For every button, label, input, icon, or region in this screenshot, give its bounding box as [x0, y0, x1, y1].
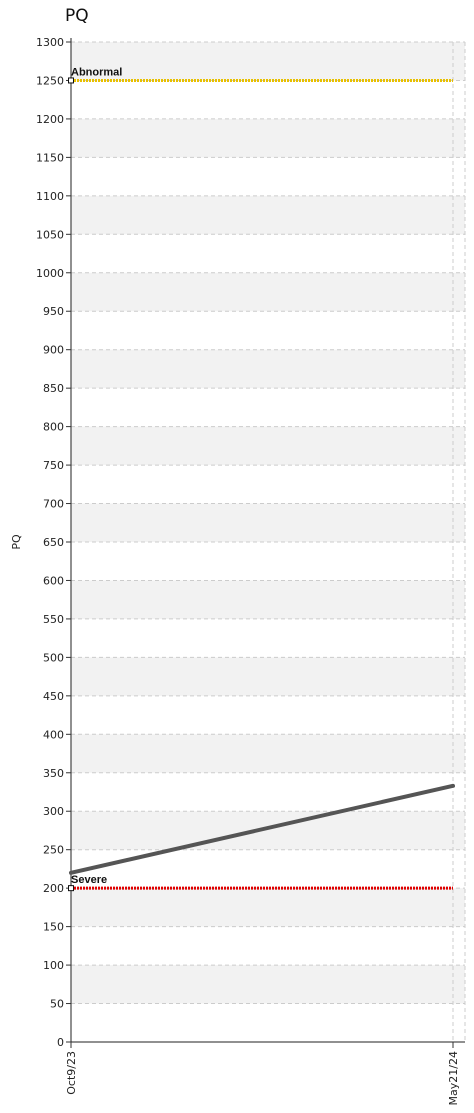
y-tick-label: 1200 — [36, 113, 64, 126]
background-bands — [71, 42, 465, 1004]
y-tick-label: 1150 — [36, 151, 64, 164]
shaded-band — [71, 503, 465, 542]
y-tick-label: 550 — [43, 613, 64, 626]
y-tick-label: 100 — [43, 959, 64, 972]
y-tick-label: 650 — [43, 536, 64, 549]
y-ticks: 0 50 100 150 200 250 300 350 400 450 500 550 600 650 7… — [36, 36, 71, 1049]
y-tick-label: 250 — [43, 844, 64, 857]
reference-marker — [68, 885, 74, 892]
y-tick-label: 0 — [57, 1036, 64, 1049]
y-tick-label: 900 — [43, 344, 64, 357]
reference-label: Severe — [71, 874, 107, 886]
shaded-band — [71, 888, 465, 927]
y-tick-label: 450 — [43, 690, 64, 703]
shaded-band — [71, 195, 465, 235]
shaded-band — [71, 965, 465, 1004]
x-tick-label: May21/24 — [447, 1051, 460, 1105]
y-tick-label: 50 — [50, 998, 64, 1011]
shaded-band — [71, 349, 465, 389]
y-tick-label: 400 — [43, 728, 64, 741]
reference-marker — [68, 77, 74, 84]
y-tick-label: 1250 — [36, 74, 64, 87]
y-tick-label: 350 — [43, 767, 64, 780]
series-lines — [69, 783, 455, 875]
x-tick-label: Oct9/23 — [65, 1051, 78, 1095]
reference-lines: Abnormal Severe — [68, 66, 453, 892]
shaded-band — [71, 580, 465, 619]
y-tick-label: 700 — [43, 498, 64, 511]
shaded-band — [71, 734, 465, 773]
y-tick-label: 1300 — [36, 36, 64, 49]
y-axis-label: PQ — [10, 534, 23, 550]
reference-label: Abnormal — [71, 66, 122, 78]
y-tick-label: 950 — [43, 305, 64, 318]
series-line — [69, 783, 455, 875]
chart-title: PQ — [65, 6, 89, 26]
y-tick-label: 750 — [43, 459, 64, 472]
shaded-band — [71, 426, 465, 466]
y-tick-label: 1000 — [36, 267, 64, 280]
shaded-band — [71, 272, 465, 312]
y-tick-label: 1100 — [36, 190, 64, 203]
y-tick-label: 200 — [43, 882, 64, 895]
y-tick-label: 850 — [43, 382, 64, 395]
shaded-band — [71, 42, 465, 81]
y-tick-label: 300 — [43, 805, 64, 818]
x-ticks: Oct9/23 May21/24 — [65, 1042, 460, 1105]
shaded-band — [71, 118, 465, 158]
y-tick-label: 600 — [43, 574, 64, 587]
shaded-band — [71, 657, 465, 696]
y-tick-label: 800 — [43, 421, 64, 434]
y-tick-label: 500 — [43, 651, 64, 664]
shaded-band — [71, 811, 465, 850]
y-tick-label: 150 — [43, 921, 64, 934]
y-tick-label: 1050 — [36, 228, 64, 241]
